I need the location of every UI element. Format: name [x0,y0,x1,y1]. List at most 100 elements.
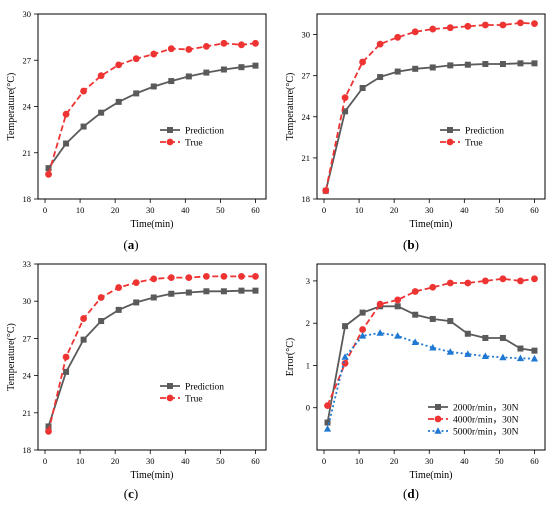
data-point [531,275,538,283]
data-point [464,22,472,30]
y-axis-label: Temperature(°C) [6,323,17,391]
data-point [342,323,349,330]
y-tick-label: 24 [302,112,311,122]
data-point [133,299,140,306]
data-point [62,110,70,118]
data-point [359,326,366,333]
legend: Prediction True [160,383,224,405]
legend: Prediction True [160,127,224,149]
data-point [394,68,401,75]
data-point [531,20,538,27]
x-axis-label: Time(min) [131,470,174,481]
data-point [481,277,489,285]
x-tick-label: 0 [43,205,47,215]
y-axis-label: Error(°C) [285,338,296,376]
panel-label: (c) [124,486,138,501]
y-tick-label: 30 [302,30,311,40]
y-tick-label: 21 [23,148,32,158]
legend-label: Prediction [185,127,224,137]
data-point [220,273,228,280]
legend-marker [435,404,441,410]
y-tick-label: 24 [23,371,32,381]
legend-marker [166,394,174,402]
data-point [324,419,331,426]
data-point [517,345,524,352]
x-tick-label: 10 [355,205,364,215]
legend-marker [167,383,173,389]
data-point [482,334,489,341]
series [45,39,259,178]
data-point [376,300,384,308]
data-point [238,287,245,294]
data-point [62,353,70,361]
data-point [150,275,158,283]
x-axis-label: Time(min) [131,219,174,230]
x-tick-label: 0 [43,456,47,466]
data-point [359,332,367,339]
data-point [252,39,259,47]
data-point [531,60,538,67]
series [322,60,538,194]
data-point [167,274,175,282]
data-point [98,109,105,116]
y-tick-label: 27 [302,71,311,81]
x-tick-label: 30 [146,205,155,215]
x-tick-label: 60 [530,456,539,466]
data-point [446,24,454,32]
plot-frame [37,263,267,451]
data-point [238,273,245,280]
data-point [394,303,401,310]
data-point [185,289,192,296]
data-point [447,62,454,69]
data-point [429,64,436,71]
series [45,273,259,435]
data-point [499,61,506,68]
x-tick-label: 60 [530,205,539,215]
y-tick-label: 21 [302,153,311,163]
y-tick-label: 24 [23,102,32,112]
data-point [202,42,210,50]
data-point [342,108,349,115]
data-point [323,425,332,432]
series [322,19,538,195]
data-point [252,62,259,69]
data-point [411,338,419,346]
x-tick-label: 10 [76,456,85,466]
chart-panel: 0 10 20 30 40 50 60 18 21 24 27 30 Time(min) Temperat… [285,13,546,252]
series-line [47,64,256,169]
data-point [63,368,70,375]
data-point [341,353,349,360]
data-point [150,50,158,58]
data-point [464,350,472,357]
x-tick-label: 40 [181,456,190,466]
legend-marker [167,127,173,133]
x-tick-label: 20 [111,456,120,466]
data-point [115,284,123,291]
legend-marker [446,138,454,146]
data-point [150,294,157,301]
panel-label: (a) [123,237,138,252]
data-point [530,354,539,362]
x-tick-label: 30 [425,456,434,466]
y-tick-label: 27 [23,55,32,65]
data-point [150,83,157,90]
data-point [499,334,506,341]
data-point [238,64,245,71]
data-point [220,39,228,47]
legend-label: Prediction [465,127,504,137]
data-point [411,288,419,295]
legend-marker [434,415,442,423]
data-point [429,343,437,351]
data-point [499,21,507,29]
x-tick-label: 50 [495,205,504,215]
data-point [168,290,175,297]
x-tick-label: 0 [322,456,326,466]
x-tick-label: 40 [460,456,469,466]
data-point [464,279,472,287]
legend-label: 2000r/min，30N [453,404,519,414]
y-tick-label: 0 [306,403,310,413]
data-point [499,353,507,361]
data-point [185,274,193,282]
y-tick-label: 30 [23,296,32,306]
data-point [517,60,524,67]
